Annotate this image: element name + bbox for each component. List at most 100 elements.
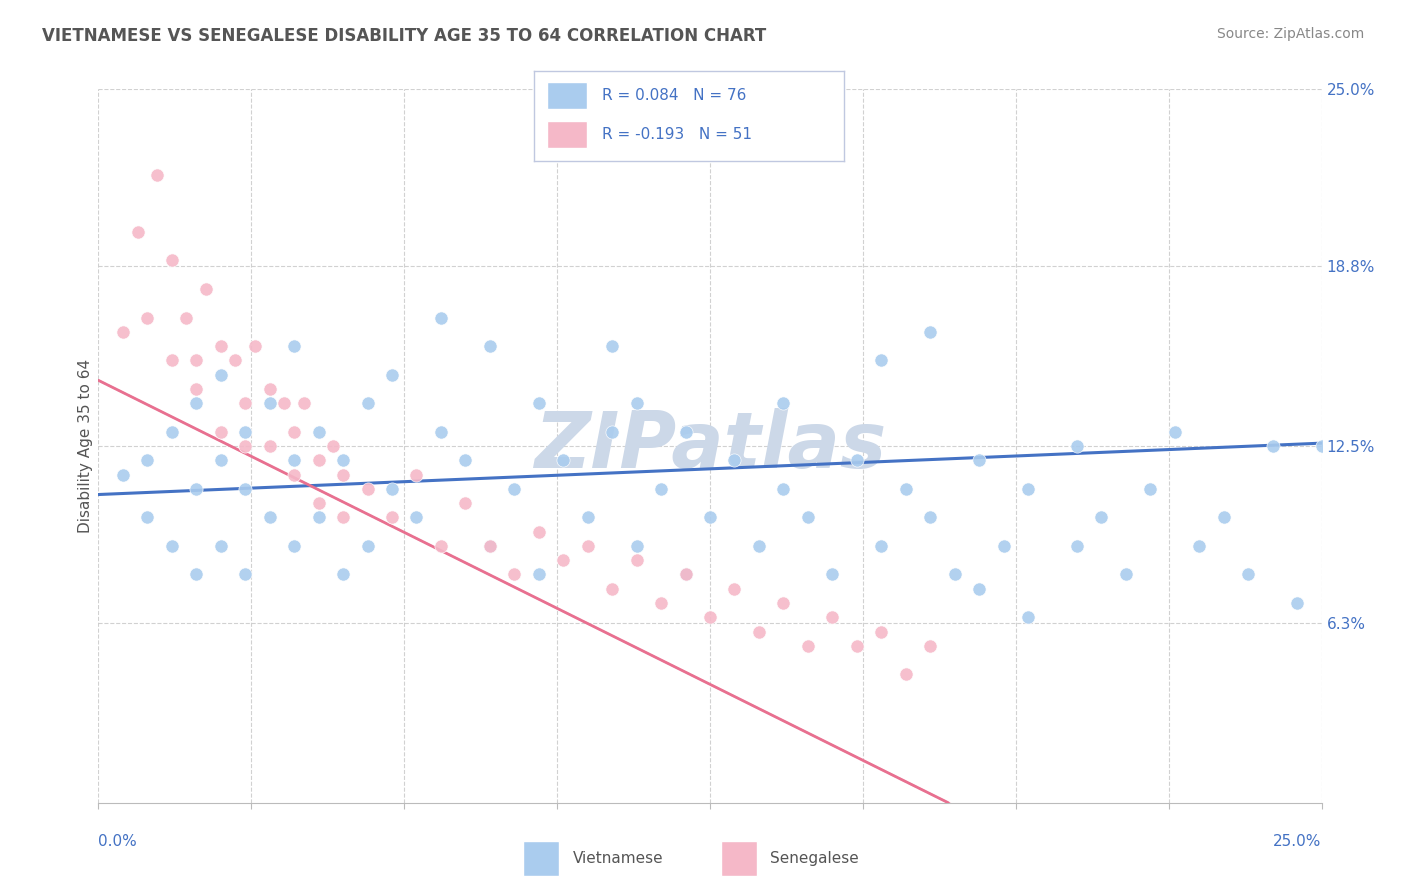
Point [772, 396, 794, 410]
Text: 25.0%: 25.0% [1274, 834, 1322, 849]
Point [186, 353, 208, 368]
Point [224, 353, 246, 368]
Point [821, 610, 844, 624]
Point [146, 168, 169, 182]
Point [650, 596, 672, 610]
Point [967, 582, 990, 596]
Point [243, 339, 266, 353]
Point [1286, 596, 1309, 610]
Point [699, 510, 721, 524]
Point [527, 396, 550, 410]
Point [626, 396, 648, 410]
Point [322, 439, 344, 453]
Point [576, 510, 599, 524]
Point [650, 482, 672, 496]
Point [1066, 539, 1088, 553]
Point [1115, 567, 1137, 582]
Text: Source: ZipAtlas.com: Source: ZipAtlas.com [1216, 27, 1364, 41]
Point [1090, 510, 1112, 524]
FancyBboxPatch shape [721, 841, 756, 876]
Point [527, 524, 550, 539]
Point [1017, 610, 1039, 624]
Point [454, 496, 477, 510]
Point [821, 567, 844, 582]
Point [454, 453, 477, 467]
Point [845, 453, 868, 467]
Point [626, 553, 648, 567]
Point [430, 425, 453, 439]
Point [209, 339, 232, 353]
Point [209, 453, 232, 467]
Point [748, 539, 770, 553]
Point [503, 482, 526, 496]
Point [870, 539, 893, 553]
Point [1310, 439, 1333, 453]
Point [920, 510, 942, 524]
Point [478, 339, 501, 353]
Point [626, 539, 648, 553]
Point [430, 310, 453, 325]
Point [405, 510, 427, 524]
Point [356, 482, 378, 496]
Point [1212, 510, 1234, 524]
Point [723, 453, 745, 467]
Point [283, 539, 305, 553]
FancyBboxPatch shape [523, 841, 560, 876]
Point [176, 310, 198, 325]
Point [283, 453, 305, 467]
Point [308, 425, 330, 439]
Point [478, 539, 501, 553]
Point [308, 510, 330, 524]
Point [772, 482, 794, 496]
Text: VIETNAMESE VS SENEGALESE DISABILITY AGE 35 TO 64 CORRELATION CHART: VIETNAMESE VS SENEGALESE DISABILITY AGE … [42, 27, 766, 45]
Point [1066, 439, 1088, 453]
FancyBboxPatch shape [547, 121, 586, 148]
Point [1139, 482, 1161, 496]
Point [797, 639, 820, 653]
Point [160, 253, 183, 268]
Text: Senegalese: Senegalese [770, 851, 859, 866]
Point [870, 353, 893, 368]
Point [381, 368, 404, 382]
Point [920, 639, 942, 653]
Point [553, 553, 575, 567]
Point [381, 482, 404, 496]
Point [136, 510, 159, 524]
Point [870, 624, 893, 639]
Point [503, 567, 526, 582]
Point [136, 453, 159, 467]
Point [186, 382, 208, 396]
Point [748, 624, 770, 639]
Point [553, 453, 575, 467]
Point [430, 539, 453, 553]
Point [772, 596, 794, 610]
Point [283, 467, 305, 482]
Point [576, 539, 599, 553]
Point [111, 325, 134, 339]
Point [1261, 439, 1284, 453]
Point [186, 482, 208, 496]
Point [160, 425, 183, 439]
Point [195, 282, 218, 296]
Point [186, 396, 208, 410]
Point [308, 496, 330, 510]
Point [600, 425, 623, 439]
Point [136, 310, 159, 325]
Point [1237, 567, 1260, 582]
Point [259, 396, 281, 410]
Point [723, 582, 745, 596]
Text: R = 0.084   N = 76: R = 0.084 N = 76 [602, 88, 747, 103]
Point [356, 396, 378, 410]
Point [943, 567, 966, 582]
Point [894, 667, 917, 681]
Text: ZIPatlas: ZIPatlas [534, 408, 886, 484]
Point [209, 425, 232, 439]
Point [527, 567, 550, 582]
Point [233, 425, 256, 439]
Point [1188, 539, 1211, 553]
Point [797, 510, 820, 524]
Point [259, 382, 281, 396]
Text: Vietnamese: Vietnamese [572, 851, 664, 866]
Point [332, 510, 354, 524]
Point [292, 396, 315, 410]
